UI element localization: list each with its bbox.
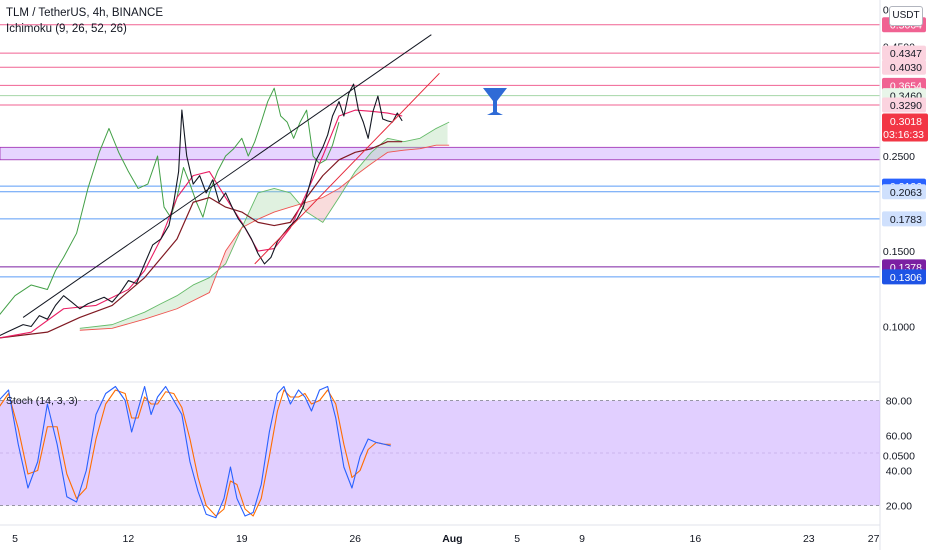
price-level-tag-label: 0.1783 [890, 214, 922, 226]
stoch-title[interactable]: Stoch (14, 3, 3) [6, 395, 78, 407]
currency-selector[interactable]: USDT [889, 6, 923, 26]
stoch-pane: Stoch (14, 3, 3) [0, 385, 880, 519]
kijun-line [0, 141, 403, 339]
price-level-tag [882, 269, 926, 285]
senkou-b-line [79, 144, 450, 331]
time-tick-label: 12 [123, 533, 135, 545]
price-level-tag [882, 45, 926, 61]
time-tick-label: 9 [579, 533, 585, 545]
price-level-tag [882, 184, 926, 200]
ichimoku-cloud [79, 270, 218, 331]
stoch-tick-label: 40.00 [886, 466, 912, 478]
stoch-k-line [0, 385, 391, 519]
price-level-tag [882, 211, 926, 227]
senkou-a-line [79, 121, 450, 329]
channel-upper-trendline [22, 34, 432, 318]
price-axis: 0.55000.45000.25000.15000.10000.05000.50… [879, 0, 932, 550]
price-line [0, 83, 403, 337]
stoch-tick-label: 80.00 [886, 396, 912, 408]
lagging-span-line [0, 87, 340, 315]
price-tick-label: 0.1000 [883, 321, 915, 333]
time-tick-label: 16 [690, 533, 702, 545]
ichimoku-cloud [298, 180, 349, 223]
stoch-tick-label: 60.00 [886, 431, 912, 443]
price-level-tag [882, 97, 926, 113]
time-tick-label: 5 [12, 533, 18, 545]
ichimoku-cloud [348, 122, 448, 182]
price-tick-label: 0.1500 [883, 246, 915, 258]
price-level-tag-label: 0.2063 [890, 187, 922, 199]
price-level-tag-label: 0.4030 [890, 62, 922, 74]
time-tick-label: 19 [236, 533, 248, 545]
price-level-tag-label: 0.4347 [890, 48, 922, 60]
price-level-tag-label: 0.1306 [890, 272, 922, 284]
stoch-tick-label: 20.00 [886, 501, 912, 513]
main-pane [0, 24, 880, 339]
price-level-tag [882, 59, 926, 75]
cocktail-glass-icon [483, 88, 507, 115]
price-level-tag-label: 0.3290 [890, 100, 922, 112]
time-axis: 5 12 19 26 Aug 5 9 16 23 27 [0, 524, 880, 545]
time-tick-label: Aug [442, 533, 462, 545]
time-tick-label: 27 [868, 533, 880, 545]
tenkan-line [0, 109, 403, 339]
price-tick-label: 0.2500 [883, 151, 915, 163]
stoch-d-line [0, 389, 391, 517]
symbol-title[interactable]: TLM / TetherUS, 4h, BINANCE [6, 7, 164, 19]
price-tick-label: 0.0500 [883, 450, 915, 462]
ichimoku-cloud [217, 229, 241, 271]
current-price-tag [882, 113, 928, 142]
countdown-label: 03:16:33 [883, 129, 924, 141]
current-price-label: 0.3018 [890, 116, 922, 128]
time-tick-label: 26 [349, 533, 361, 545]
consolidation-zone [0, 146, 880, 161]
indicator-title[interactable]: Ichimoku (9, 26, 52, 26) [6, 23, 127, 35]
channel-lower-trendline [254, 72, 440, 265]
time-tick-label: 5 [514, 533, 520, 545]
time-tick-label: 23 [803, 533, 815, 545]
